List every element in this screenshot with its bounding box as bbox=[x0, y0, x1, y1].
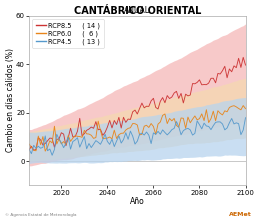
Text: © Agencia Estatal de Meteorología: © Agencia Estatal de Meteorología bbox=[5, 213, 77, 217]
X-axis label: Año: Año bbox=[130, 197, 145, 206]
Legend: RCP8.5     ( 14 ), RCP6.0     (  6 ), RCP4.5     ( 13 ): RCP8.5 ( 14 ), RCP6.0 ( 6 ), RCP4.5 ( 13… bbox=[32, 19, 104, 48]
Text: AEMet: AEMet bbox=[229, 212, 252, 217]
Y-axis label: Cambio en días cálidos (%): Cambio en días cálidos (%) bbox=[5, 48, 15, 152]
Text: ANUAL: ANUAL bbox=[124, 6, 150, 15]
Title: CANTÁBRICO ORIENTAL: CANTÁBRICO ORIENTAL bbox=[74, 5, 201, 15]
